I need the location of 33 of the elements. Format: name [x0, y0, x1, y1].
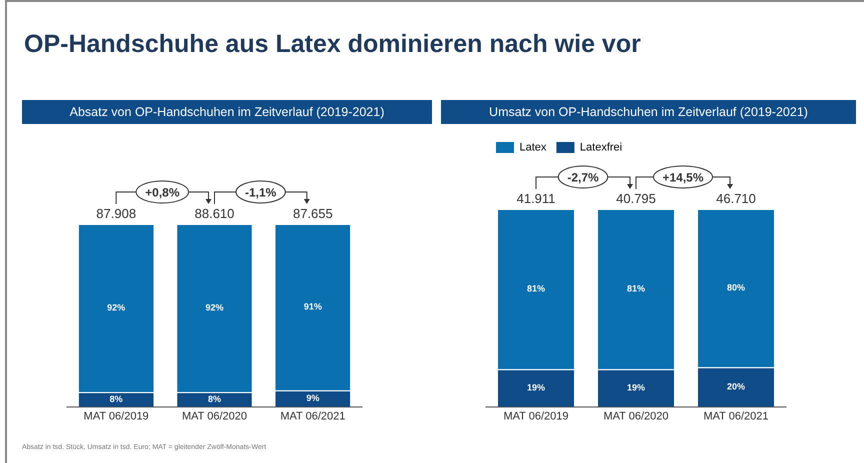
data-label: 92%: [107, 302, 126, 313]
legend-label: Latexfrei: [580, 142, 622, 154]
data-label: 91%: [304, 302, 322, 312]
data-label: 19%: [626, 382, 646, 392]
data-label: 9%: [306, 393, 320, 404]
x-tick-label: MAT 06/2020: [603, 410, 669, 422]
chart-title: Umsatz von OP-Handschuhen im Zeitverlauf (2019-2021): [441, 100, 856, 124]
data-label: 8%: [110, 394, 123, 404]
chart-title: OP-Handschuhe aus Latex dominieren nach wie vor: [24, 30, 641, 59]
x-tick-label: MAT 06/2019: [503, 410, 569, 422]
data-label: 81%: [626, 284, 646, 294]
text: 87.908: [96, 206, 136, 222]
data-label: 19%: [526, 382, 546, 392]
text: 41.911: [516, 191, 556, 206]
data-label: 92%: [205, 302, 224, 313]
legend-label: Latex: [520, 142, 547, 154]
text: 88.610: [194, 206, 234, 222]
chart-subtitle: Absatz von OP-Handschuhen im Zeitverlauf (2019-2021): [22, 100, 432, 124]
data-label: 8%: [208, 394, 222, 404]
text: +14,5%: [662, 170, 704, 184]
text: 46.710: [716, 191, 756, 206]
data-label: 81%: [526, 284, 546, 294]
x-tick-label: MAT 06/2021: [703, 410, 769, 422]
text: 40.795: [616, 191, 656, 206]
text: -1,1%: [244, 185, 277, 200]
text: +0,8%: [145, 185, 180, 200]
x-tick-label: MAT 06/2021: [280, 410, 346, 422]
x-tick-label: MAT 06/2020: [182, 410, 248, 422]
text: -2,7%: [567, 170, 599, 184]
text: 87.655: [292, 206, 333, 222]
data-label: 20%: [726, 382, 746, 392]
data-label: 80%: [726, 282, 746, 293]
x-tick-label: MAT 06/2019: [84, 410, 149, 422]
